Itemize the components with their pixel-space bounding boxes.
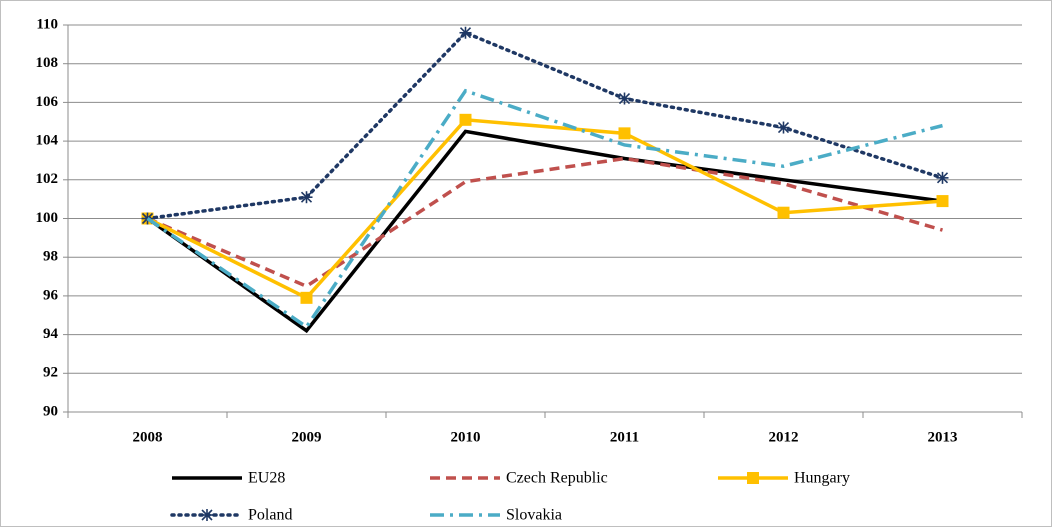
x-tick-label: 2008 — [133, 429, 163, 445]
legend-label: Hungary — [794, 470, 850, 487]
x-tick-label: 2013 — [928, 429, 958, 445]
marker-stroke — [300, 191, 313, 203]
series-line — [146, 117, 943, 300]
x-tick-label: 2012 — [769, 429, 799, 445]
y-tick-label: 100 — [36, 210, 59, 226]
y-tick-label: 92 — [43, 365, 58, 381]
legend-label: EU28 — [248, 470, 285, 487]
data-point — [300, 291, 313, 304]
series-line — [146, 156, 943, 289]
data-point — [936, 171, 949, 184]
marker-stroke — [201, 509, 213, 521]
y-tick-label: 110 — [36, 16, 58, 32]
legend-label: Poland — [248, 507, 292, 524]
legend-label: Slovakia — [506, 507, 562, 524]
data-point — [618, 92, 631, 105]
legend-marker — [201, 509, 213, 521]
x-tick-label: 2009 — [292, 429, 322, 445]
series-line — [146, 88, 943, 330]
data-point — [300, 191, 313, 204]
marker-stroke — [777, 121, 790, 134]
data-point — [618, 127, 631, 140]
y-tick-label: 94 — [43, 326, 59, 342]
data-point — [777, 121, 790, 134]
data-point — [459, 113, 472, 126]
marker-stroke — [936, 172, 949, 184]
y-tick-label: 106 — [36, 94, 59, 110]
y-tick-label: 90 — [43, 403, 58, 419]
data-point — [459, 26, 472, 39]
marker-stroke — [459, 27, 472, 39]
marker-stroke — [618, 92, 631, 105]
y-tick-label: 96 — [43, 287, 59, 303]
y-tick-label: 98 — [43, 249, 58, 265]
series-line — [146, 129, 943, 334]
y-tick-label: 108 — [36, 55, 59, 71]
data-point — [936, 195, 949, 208]
y-tick-label: 104 — [36, 133, 59, 149]
x-tick-label: 2010 — [451, 429, 481, 445]
legend-marker — [747, 472, 759, 484]
x-tick-label: 2011 — [610, 429, 639, 445]
legend-label: Czech Republic — [506, 470, 608, 487]
y-tick-label: 102 — [36, 171, 59, 187]
data-point — [777, 206, 790, 219]
series-line — [145, 30, 945, 221]
